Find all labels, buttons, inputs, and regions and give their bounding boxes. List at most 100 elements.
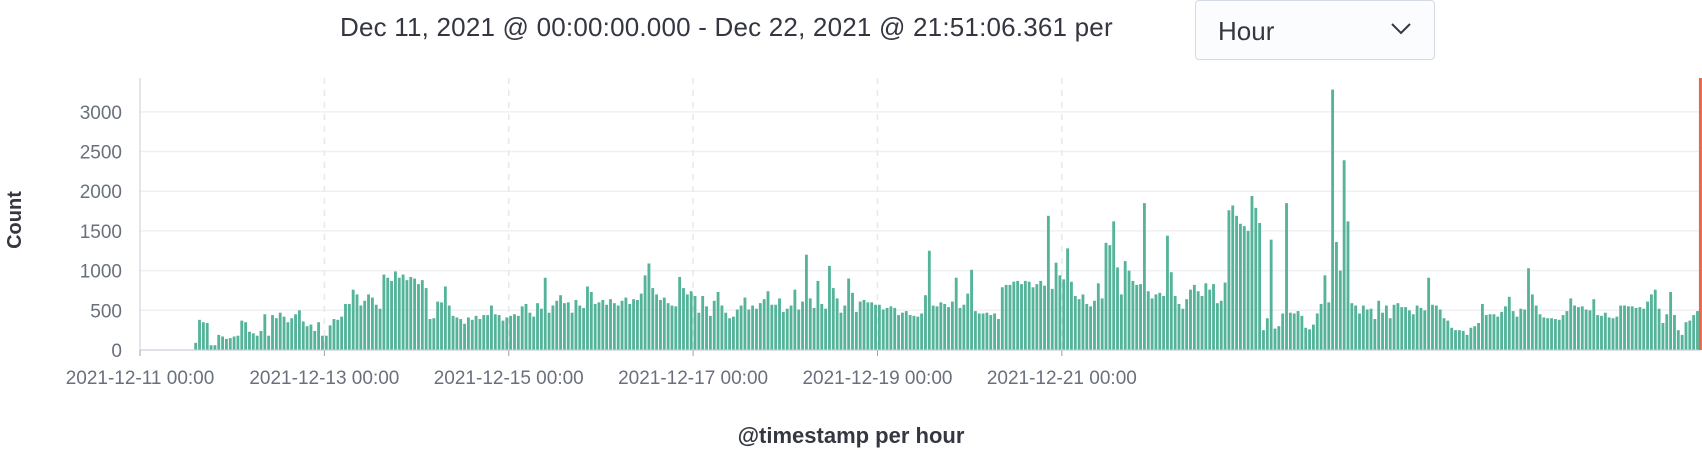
bar[interactable] [1342, 160, 1346, 350]
bar[interactable] [263, 314, 267, 350]
bar[interactable] [789, 305, 793, 350]
bar[interactable] [559, 295, 563, 350]
bar[interactable] [943, 303, 947, 350]
bar[interactable] [697, 312, 701, 350]
bar[interactable] [351, 289, 355, 350]
bar[interactable] [962, 304, 966, 350]
bar[interactable] [1158, 292, 1162, 350]
bar[interactable] [1427, 277, 1431, 350]
bar[interactable] [785, 308, 789, 350]
bar[interactable] [1073, 296, 1077, 350]
bar[interactable] [628, 303, 632, 350]
bar[interactable] [336, 319, 340, 350]
bar[interactable] [609, 299, 612, 350]
bar[interactable] [593, 303, 597, 350]
bar[interactable] [221, 336, 225, 350]
bar[interactable] [240, 320, 244, 350]
bar[interactable] [1381, 312, 1384, 350]
bar[interactable] [1680, 334, 1684, 350]
bar[interactable] [1166, 235, 1169, 350]
bar[interactable] [766, 291, 770, 350]
bar[interactable] [1480, 303, 1484, 350]
bar[interactable] [367, 294, 370, 350]
bar[interactable] [1523, 309, 1527, 350]
bar[interactable] [1550, 318, 1553, 350]
bar[interactable] [770, 304, 774, 350]
interval-select[interactable]: Hour [1195, 0, 1435, 60]
bar[interactable] [1419, 307, 1423, 350]
bar[interactable] [1277, 326, 1281, 350]
bar[interactable] [1431, 304, 1434, 350]
bar[interactable] [758, 303, 762, 350]
bar[interactable] [355, 294, 359, 350]
bar[interactable] [490, 305, 493, 350]
bar[interactable] [271, 315, 274, 350]
bar[interactable] [1565, 311, 1569, 350]
bar[interactable] [574, 299, 578, 350]
bar[interactable] [708, 315, 712, 350]
bar[interactable] [1235, 215, 1239, 350]
bar[interactable] [363, 300, 367, 350]
bar[interactable] [1308, 329, 1311, 350]
bar[interactable] [1142, 203, 1146, 350]
bar[interactable] [582, 307, 586, 350]
bar[interactable] [401, 274, 405, 350]
bar[interactable] [1350, 303, 1354, 350]
bar[interactable] [916, 316, 920, 350]
bar[interactable] [820, 303, 824, 350]
bar[interactable] [1477, 323, 1480, 350]
bar[interactable] [413, 278, 417, 350]
bar[interactable] [536, 303, 539, 350]
bar[interactable] [1012, 281, 1016, 350]
bar[interactable] [482, 315, 486, 350]
bar[interactable] [647, 263, 651, 350]
bar[interactable] [839, 312, 843, 350]
bar[interactable] [1580, 306, 1584, 350]
bar[interactable] [1561, 315, 1565, 350]
bar[interactable] [666, 303, 670, 350]
bar[interactable] [781, 311, 785, 350]
bar[interactable] [378, 308, 382, 350]
bar[interactable] [1100, 298, 1104, 350]
bar[interactable] [1634, 307, 1638, 350]
bar[interactable] [459, 319, 463, 350]
bar[interactable] [1369, 308, 1373, 350]
bar[interactable] [897, 315, 901, 350]
bar[interactable] [405, 280, 409, 350]
bar[interactable] [394, 271, 397, 350]
bar[interactable] [1615, 316, 1619, 350]
bar[interactable] [1104, 242, 1108, 350]
bar[interactable] [282, 316, 286, 350]
bar[interactable] [1607, 317, 1611, 350]
bar[interactable] [1016, 280, 1020, 350]
bar[interactable] [843, 305, 847, 350]
bar[interactable] [985, 312, 989, 350]
bar[interactable] [1446, 320, 1450, 350]
bar[interactable] [866, 302, 870, 350]
bar[interactable] [1642, 308, 1646, 350]
bar[interactable] [1577, 307, 1580, 350]
bar[interactable] [912, 315, 916, 350]
bar[interactable] [290, 318, 294, 350]
bar[interactable] [1388, 318, 1392, 350]
bar[interactable] [255, 335, 259, 350]
bar[interactable] [624, 297, 628, 350]
bar[interactable] [981, 313, 985, 350]
bar[interactable] [1335, 242, 1338, 350]
bar[interactable] [1365, 309, 1369, 350]
bar[interactable] [1219, 300, 1223, 350]
bar[interactable] [635, 299, 639, 350]
bar[interactable] [428, 319, 432, 350]
bar[interactable] [735, 309, 739, 350]
bar[interactable] [1338, 270, 1342, 350]
bar[interactable] [674, 306, 678, 350]
bar[interactable] [851, 292, 854, 350]
bar[interactable] [1657, 308, 1661, 350]
bar[interactable] [1653, 289, 1657, 350]
bar[interactable] [1623, 305, 1626, 350]
bar[interactable] [305, 326, 309, 350]
bar[interactable] [1066, 248, 1070, 350]
bar[interactable] [278, 312, 282, 350]
bar[interactable] [812, 307, 816, 350]
bar[interactable] [1043, 285, 1046, 350]
